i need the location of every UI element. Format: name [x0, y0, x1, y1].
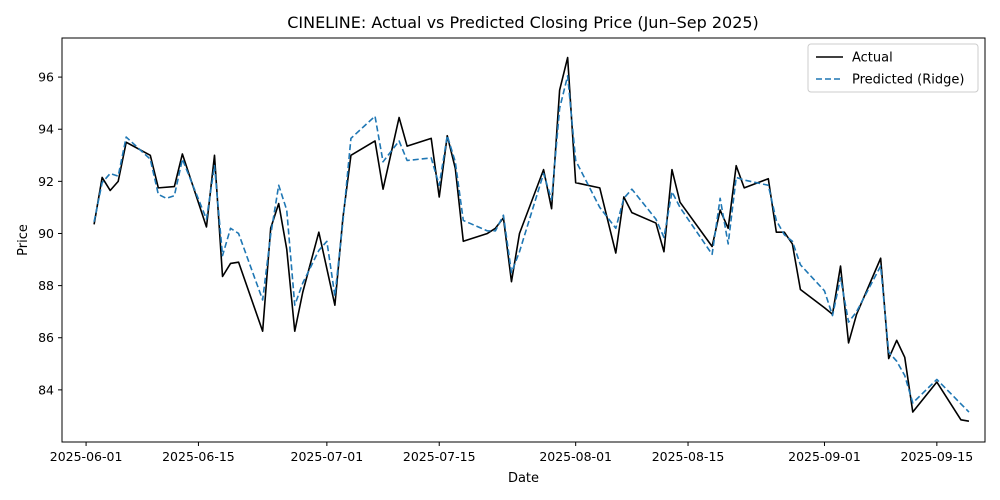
x-tick-label: 2025-08-15 — [652, 449, 725, 464]
x-tick-label: 2025-09-01 — [788, 449, 861, 464]
y-tick-label: 96 — [38, 70, 54, 85]
y-tick-label: 94 — [38, 122, 54, 137]
y-tick-label: 88 — [38, 278, 54, 293]
x-tick-label: 2025-07-01 — [291, 449, 364, 464]
x-axis: 2025-06-01 2025-06-15 2025-07-01 2025-07-15… — [50, 442, 973, 464]
y-tick-label: 90 — [38, 226, 54, 241]
x-tick-label: 2025-08-01 — [539, 449, 612, 464]
series-line-predicted — [93, 74, 970, 413]
y-axis: 84 86 88 90 92 94 96 — [38, 70, 62, 397]
series-layer — [93, 56, 970, 422]
chart-title: CINELINE: Actual vs Predicted Closing Pr… — [287, 13, 759, 32]
y-tick-label: 86 — [38, 330, 54, 345]
series-line-actual — [93, 56, 970, 422]
legend-label: Predicted (Ridge) — [852, 73, 964, 88]
plot-area — [61, 37, 986, 443]
x-tick-label: 2025-06-01 — [50, 449, 123, 464]
x-tick-label: 2025-06-15 — [162, 449, 235, 464]
x-tick-label: 2025-07-15 — [403, 449, 476, 464]
legend-box — [807, 43, 979, 93]
y-axis-label: Price — [16, 224, 31, 256]
legend: Actual Predicted (Ridge) — [807, 43, 979, 93]
y-tick-label: 84 — [38, 382, 54, 397]
x-tick-label: 2025-09-15 — [901, 449, 974, 464]
y-tick-label: 92 — [38, 174, 54, 189]
x-axis-label: Date — [508, 471, 539, 486]
legend-label: Actual — [852, 51, 893, 66]
